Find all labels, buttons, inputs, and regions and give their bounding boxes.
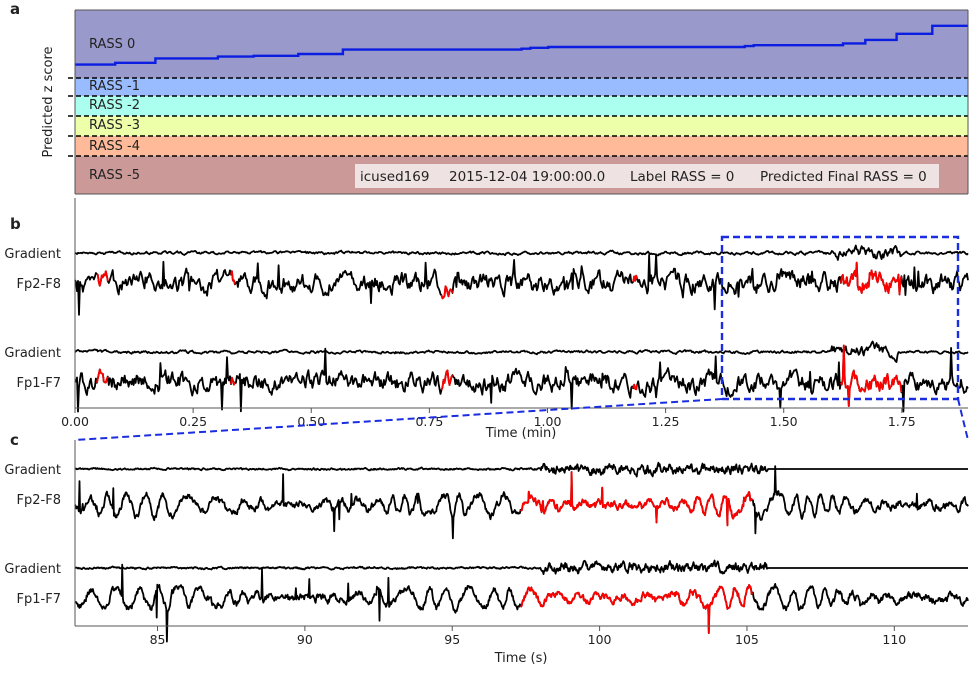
x-tick-label: 1.50 (770, 414, 798, 429)
eeg-trace (74, 253, 969, 316)
panel-c-traces (74, 461, 969, 643)
x-tick-label: 0.00 (61, 414, 89, 429)
x-tick-label: 0.50 (297, 414, 325, 429)
zoom-connector-line (74, 398, 723, 441)
panel-a-letter: a (10, 0, 20, 18)
gradient-trace (74, 244, 969, 261)
predicted-rass: Predicted Final RASS = 0 (760, 169, 927, 185)
gradient-trace (74, 340, 969, 363)
x-tick-label: 95 (444, 632, 460, 647)
rass-band-4 (75, 136, 968, 156)
channel-label-fp1-f7: Fp1-F7 (17, 376, 61, 391)
panel-b: Gradient Fp2-F8 Gradient Fp1-F7 0.00 0.25… (4, 198, 969, 441)
highlighted-segment (519, 471, 754, 527)
panel-c-letter: c (10, 431, 19, 449)
zoom-window-box (720, 235, 960, 401)
highlighted-segment (96, 270, 109, 287)
eeg-trace (74, 465, 969, 540)
eeg-trace (74, 344, 969, 413)
highlighted-segment (96, 368, 109, 384)
x-tick-label: 1.25 (652, 414, 680, 429)
x-tick-label: 85 (150, 632, 166, 647)
channel-label-gradient-top: Gradient (4, 463, 61, 478)
highlighted-segment (230, 376, 236, 386)
highlighted-segment (840, 261, 903, 296)
highlighted-segment (840, 344, 903, 407)
x-tick-label: 1.00 (534, 414, 562, 429)
recording-timestamp: 2015-12-04 19:00:00.0 (449, 169, 605, 185)
patient-id: icused169 (360, 169, 429, 185)
info-box (355, 164, 939, 188)
x-tick-label: 100 (588, 632, 612, 647)
x-tick-label: 0.25 (179, 414, 207, 429)
highlighted-segment (440, 369, 454, 391)
gradient-trace (74, 559, 969, 575)
rass-band-2 (75, 96, 968, 116)
panel-b-xlabel: Time (min) (485, 426, 557, 441)
highlighted-segment (230, 270, 236, 285)
highlighted-segment (632, 274, 639, 282)
band-label-rass-5: RASS -5 (89, 168, 140, 183)
band-label-rass-3: RASS -3 (89, 118, 140, 133)
x-tick-label: 90 (297, 632, 313, 647)
band-label-rass-4: RASS -4 (89, 139, 140, 154)
x-tick-label: 0.75 (415, 414, 443, 429)
rass-band-1 (75, 78, 968, 96)
channel-label-gradient-top: Gradient (4, 247, 61, 262)
x-tick-label: 1.75 (888, 414, 916, 429)
panel-b-x-ticks: 0.00 0.25 0.50 0.75 1.00 1.25 1.50 1.75 (61, 408, 916, 429)
highlighted-segment (632, 383, 639, 391)
x-tick-label: 105 (735, 632, 759, 647)
gradient-trace (74, 461, 969, 478)
band-label-rass-2: RASS -2 (89, 98, 140, 113)
panel-c: Gradient Fp2-F8 Gradient Fp1-F7 85 90 95 10… (4, 440, 969, 666)
panel-a: RASS 0 RASS -1 RASS -2 RASS -3 RASS -4 R… (41, 9, 969, 195)
highlighted-segment (519, 584, 754, 634)
predicted-zscore-line (75, 24, 968, 66)
label-rass: Label RASS = 0 (630, 169, 734, 185)
panel-a-ylabel: Predicted z score (41, 46, 56, 157)
channel-label-fp2-f8: Fp2-F8 (17, 493, 61, 508)
zoom-connector-line (957, 398, 969, 441)
band-label-rass-0: RASS 0 (89, 37, 135, 52)
channel-label-fp2-f8: Fp2-F8 (17, 277, 61, 292)
channel-label-fp1-f7: Fp1-F7 (17, 592, 61, 607)
x-tick-label: 110 (882, 632, 906, 647)
rass-band-3 (75, 116, 968, 136)
panel-c-x-ticks: 85 90 95 100 105 110 (150, 626, 906, 647)
highlighted-segment (440, 285, 454, 300)
channel-label-gradient-bottom: Gradient (4, 346, 61, 361)
panel-b-traces (74, 244, 969, 413)
band-label-rass-1: RASS -1 (89, 79, 140, 94)
panel-c-xlabel: Time (s) (494, 651, 548, 666)
panel-b-letter: b (10, 215, 21, 233)
channel-label-gradient-bottom: Gradient (4, 562, 61, 577)
